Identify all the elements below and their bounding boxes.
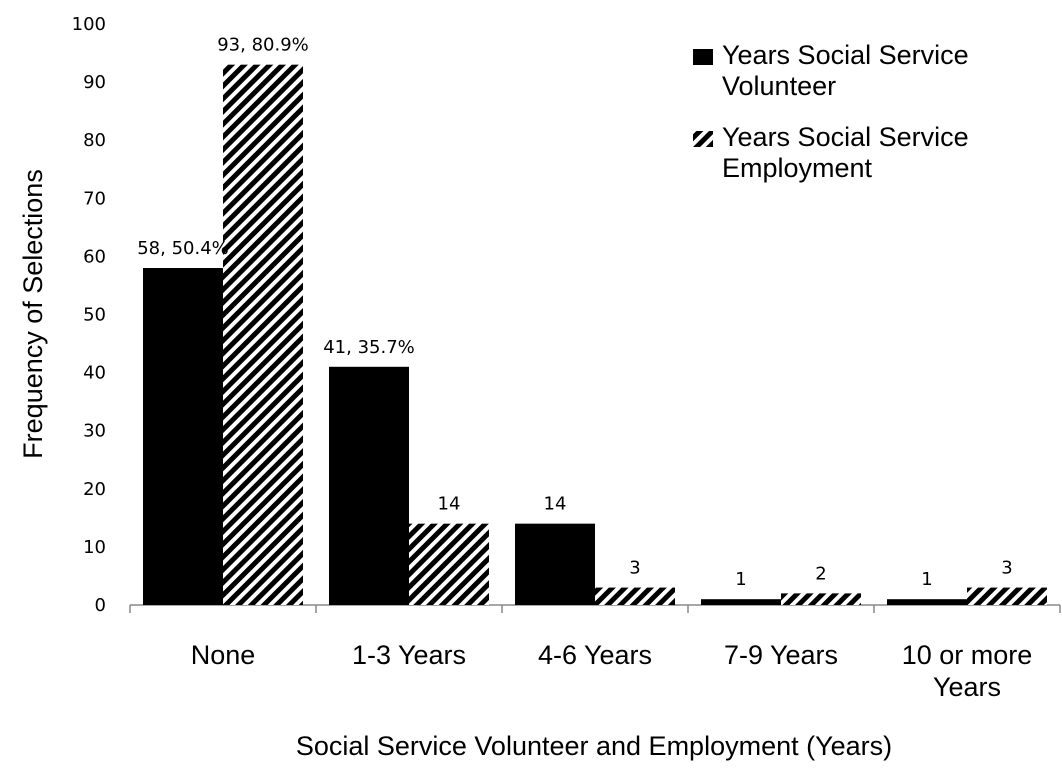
y-tick-label: 10 xyxy=(83,537,106,558)
bar-employment xyxy=(781,593,861,605)
data-label: 1 xyxy=(735,569,746,590)
bar-employment xyxy=(967,587,1047,605)
data-label: 3 xyxy=(629,558,640,579)
bar-volunteer xyxy=(143,268,223,605)
bar-employment xyxy=(595,587,675,605)
y-tick-label: 30 xyxy=(83,421,106,442)
y-axis-title: Frequency of Selections xyxy=(18,169,48,459)
x-tick-label: 1-3 Years xyxy=(352,640,466,670)
bar-employment xyxy=(409,523,489,605)
bar-volunteer xyxy=(515,523,595,605)
legend-entry: Years Social Service Volunteer xyxy=(693,40,969,101)
legend-swatch xyxy=(693,131,713,147)
data-label: 2 xyxy=(815,563,826,584)
legend-label: Years Social Service Employment xyxy=(722,122,969,183)
bar-volunteer xyxy=(701,599,781,605)
legend-swatch xyxy=(693,49,713,65)
bar-volunteer xyxy=(887,599,967,605)
y-tick-label: 40 xyxy=(83,363,106,384)
x-tick-label: 7-9 Years xyxy=(724,640,838,670)
y-tick-label: 50 xyxy=(83,305,106,326)
bars xyxy=(143,64,1047,606)
x-tick-label: None xyxy=(191,640,256,670)
data-label: 14 xyxy=(438,494,461,515)
y-tick-label: 0 xyxy=(95,595,106,616)
bar-volunteer xyxy=(329,366,409,605)
data-label: 1 xyxy=(921,569,932,590)
data-label: 58, 50.4% xyxy=(137,238,229,259)
legend: Years Social Service Volunteer Years Socia… xyxy=(693,40,969,183)
y-tick-label: 90 xyxy=(83,72,106,93)
x-axis-title: Social Service Volunteer and Employment … xyxy=(296,731,892,761)
y-tick-label: 60 xyxy=(83,246,106,267)
legend-label: Years Social Service Volunteer xyxy=(722,40,969,101)
data-labels: 58, 50.4% 41, 35.7% 14 1 1 93, 80.9% 14 3 2 3 xyxy=(137,35,1012,591)
data-label: 41, 35.7% xyxy=(323,337,415,358)
x-tick-label: 4-6 Years xyxy=(538,640,652,670)
data-label: 14 xyxy=(544,494,567,515)
legend-entry: Years Social Service Employment xyxy=(693,122,969,183)
y-tick-label: 20 xyxy=(83,479,106,500)
data-label: 3 xyxy=(1001,558,1012,579)
data-label: 93, 80.9% xyxy=(217,35,309,56)
y-tick-label: 100 xyxy=(72,14,106,35)
y-tick-label: 70 xyxy=(83,188,106,209)
y-tick-label: 80 xyxy=(83,130,106,151)
x-tick-label: 10 or more Years xyxy=(902,640,1033,702)
bar-employment xyxy=(223,64,303,606)
